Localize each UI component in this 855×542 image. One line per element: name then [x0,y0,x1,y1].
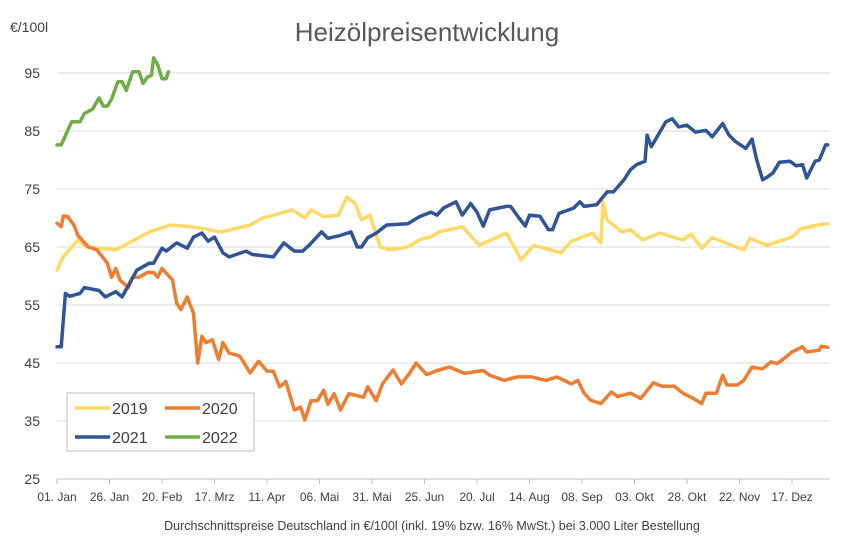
legend-label-2021: 2021 [112,430,148,447]
x-tick-label: 11. Apr [248,490,285,504]
x-tick-label: 25. Jun [405,490,444,504]
x-tick-label: 06. Mai [300,490,339,504]
y-tick-label: 35 [24,413,40,429]
y-axis-unit-label: €/100l [10,19,48,35]
x-tick-label: 20. Jul [459,490,494,504]
x-tick-label: 14. Aug [509,490,550,504]
x-tick-label: 08. Sep [561,490,603,504]
legend-label-2019: 2019 [112,401,148,418]
legend: 2019 2020 2021 2022 [66,392,255,452]
series-line-2020 [55,214,830,422]
x-tick-label: 22. Nov [719,490,760,504]
y-tick-labels: 25 35 45 55 65 75 85 95 [24,65,40,487]
chart-title: Heizölpreisentwicklung [295,17,559,47]
y-tick-label: 75 [24,181,40,197]
legend-label-2022: 2022 [202,430,238,447]
x-tick-label: 17. Mrz [194,490,234,504]
x-tick-label: 26. Jan [90,490,129,504]
legend-label-2020: 2020 [202,401,238,418]
y-tick-label: 55 [24,297,40,313]
x-axis-caption: Durchschnittspreise Deutschland in €/100… [164,519,700,533]
series-line-2019 [55,195,830,272]
y-tick-label: 85 [24,123,40,139]
y-tick-label: 25 [24,471,40,487]
series-lines [55,56,830,422]
series-line-2022 [55,56,171,147]
legend-box [66,392,255,452]
x-tick-label: 01. Jan [37,490,76,504]
x-tick-label: 20. Feb [142,490,183,504]
y-tick-label: 95 [24,65,40,81]
y-tick-label: 45 [24,355,40,371]
x-tick-labels: 01. Jan 26. Jan 20. Feb 17. Mrz 11. Apr 06. M… [37,490,812,504]
x-tick-label: 17. Dez [771,490,812,504]
x-tick-label: 31. Mai [352,490,391,504]
series-line-2021 [55,117,830,349]
y-tick-label: 65 [24,239,40,255]
x-tick-label: 28. Okt [668,490,707,504]
x-tick-label: 03. Okt [615,490,654,504]
